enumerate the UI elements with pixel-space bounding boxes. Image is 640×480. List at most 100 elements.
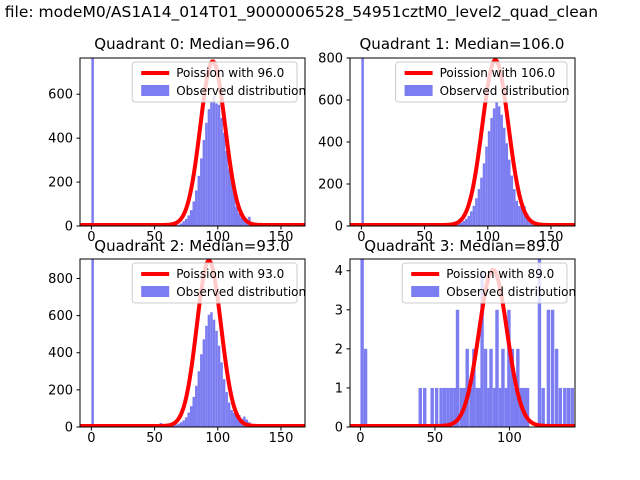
y-tick-label: 200 bbox=[48, 175, 73, 190]
histogram-bar bbox=[459, 222, 463, 226]
y-tick-label: 600 bbox=[48, 309, 73, 324]
histogram-bar bbox=[220, 117, 223, 226]
histogram-bar bbox=[513, 188, 516, 226]
x-tick-label: 0 bbox=[87, 230, 95, 245]
x-tick-label: 0 bbox=[357, 230, 365, 245]
histogram-bar bbox=[467, 215, 471, 226]
histogram-bar bbox=[179, 222, 183, 226]
histogram-bar bbox=[462, 220, 466, 226]
x-tick-label: 50 bbox=[416, 230, 433, 245]
quadrant-0-axes: Poission with 96.0 Observed distribution 0… bbox=[48, 57, 306, 245]
histogram-bar bbox=[478, 388, 482, 428]
histogram-bar bbox=[222, 132, 226, 226]
legend-label-hist: Observed distribution bbox=[176, 285, 306, 299]
legend-label-hist: Observed distribution bbox=[440, 84, 570, 98]
legend: Poission with 96.0 Observed distribution bbox=[131, 61, 306, 103]
histogram-bar bbox=[240, 217, 244, 226]
legend-hist-swatch bbox=[141, 84, 170, 96]
x-tick-label: 100 bbox=[497, 431, 522, 446]
legend-box bbox=[131, 61, 298, 103]
legend: Poission with 106.0 Observed distribution bbox=[395, 61, 570, 103]
histogram-bar bbox=[202, 339, 206, 428]
quadrant-2-axes: Poission with 93.0 Observed distribution 0… bbox=[48, 258, 306, 446]
histogram-bar bbox=[225, 392, 228, 428]
y-tick-label: 2 bbox=[335, 343, 343, 358]
histogram-bar bbox=[235, 206, 239, 226]
legend: Poission with 93.0 Observed distribution bbox=[131, 262, 306, 304]
histogram-bar bbox=[235, 411, 239, 428]
histogram-bar bbox=[210, 100, 213, 226]
y-tick-label: 200 bbox=[48, 384, 73, 399]
quadrant-0-title: Quadrant 0: Median=96.0 bbox=[94, 35, 290, 53]
histogram-bar bbox=[200, 354, 203, 428]
histogram-bar bbox=[207, 108, 211, 226]
histogram-bar bbox=[550, 309, 555, 428]
histogram-bar bbox=[230, 171, 233, 226]
histogram-bar bbox=[215, 331, 218, 428]
histogram-bar bbox=[217, 104, 221, 226]
histogram-bar bbox=[457, 223, 460, 226]
histogram-bar bbox=[485, 146, 488, 226]
histogram-bar bbox=[189, 406, 193, 428]
histogram-bar bbox=[222, 379, 226, 428]
histogram-bar bbox=[554, 349, 559, 428]
histogram-bar bbox=[230, 410, 233, 428]
histogram-bar bbox=[177, 423, 180, 428]
histogram-bar bbox=[200, 157, 203, 226]
histogram-bar bbox=[449, 388, 454, 428]
y-tick-label: 800 bbox=[318, 51, 343, 66]
histogram-bar bbox=[508, 159, 511, 226]
x-tick-label: 150 bbox=[539, 230, 564, 245]
histogram-bar bbox=[480, 270, 484, 428]
histogram-bar bbox=[525, 388, 530, 428]
histogram-bar bbox=[430, 388, 434, 428]
histogram-bar bbox=[501, 349, 505, 428]
histogram-bar bbox=[570, 388, 574, 428]
y-tick-label: 0 bbox=[65, 421, 73, 436]
histogram-bar bbox=[360, 259, 364, 428]
legend-label-curve: Poission with 93.0 bbox=[176, 267, 284, 281]
histogram-bar bbox=[475, 197, 478, 226]
y-tick-label: 400 bbox=[48, 131, 73, 146]
histogram-bar bbox=[500, 114, 503, 226]
histogram-bar bbox=[172, 425, 175, 428]
histogram-bar bbox=[189, 209, 193, 226]
histogram-bar bbox=[518, 205, 521, 226]
histogram-bar bbox=[439, 388, 443, 428]
histogram-bar bbox=[477, 188, 481, 226]
histogram-bar bbox=[187, 215, 190, 226]
histogram-bar bbox=[210, 312, 213, 428]
histogram-bar bbox=[482, 163, 486, 226]
histogram-bar bbox=[507, 309, 511, 428]
legend-hist-swatch bbox=[411, 286, 440, 298]
histogram-bar bbox=[446, 388, 450, 428]
histogram-bar bbox=[184, 218, 188, 226]
histogram-bar bbox=[363, 349, 368, 428]
y-tick-label: 3 bbox=[335, 303, 343, 318]
histogram-bar bbox=[418, 388, 422, 428]
quadrant-1-axes: Poission with 106.0 Observed distribution… bbox=[318, 51, 576, 245]
histogram-bar bbox=[487, 388, 491, 428]
histogram-bar bbox=[465, 218, 468, 226]
histogram-bar bbox=[187, 412, 190, 428]
histogram-bar bbox=[182, 420, 185, 428]
y-tick-label: 0 bbox=[335, 421, 343, 436]
y-tick-label: 200 bbox=[318, 177, 343, 192]
histogram-bar bbox=[195, 385, 198, 428]
histogram-bar bbox=[465, 349, 469, 428]
histogram-bar bbox=[174, 424, 178, 428]
y-tick-label: 4 bbox=[335, 264, 343, 279]
histogram-bar bbox=[483, 349, 488, 428]
histogram-bar bbox=[497, 105, 501, 226]
histogram-bar bbox=[225, 150, 228, 226]
histogram-bar bbox=[177, 224, 180, 226]
histogram-bar bbox=[91, 259, 94, 428]
histogram-bar bbox=[480, 177, 483, 226]
x-tick-label: 150 bbox=[269, 431, 294, 446]
histogram-bar bbox=[192, 397, 196, 428]
quadrant-1-title: Quadrant 1: Median=106.0 bbox=[359, 35, 565, 53]
histogram-bar bbox=[197, 371, 201, 428]
x-tick-label: 0 bbox=[87, 431, 95, 446]
histogram-bar bbox=[490, 117, 493, 226]
